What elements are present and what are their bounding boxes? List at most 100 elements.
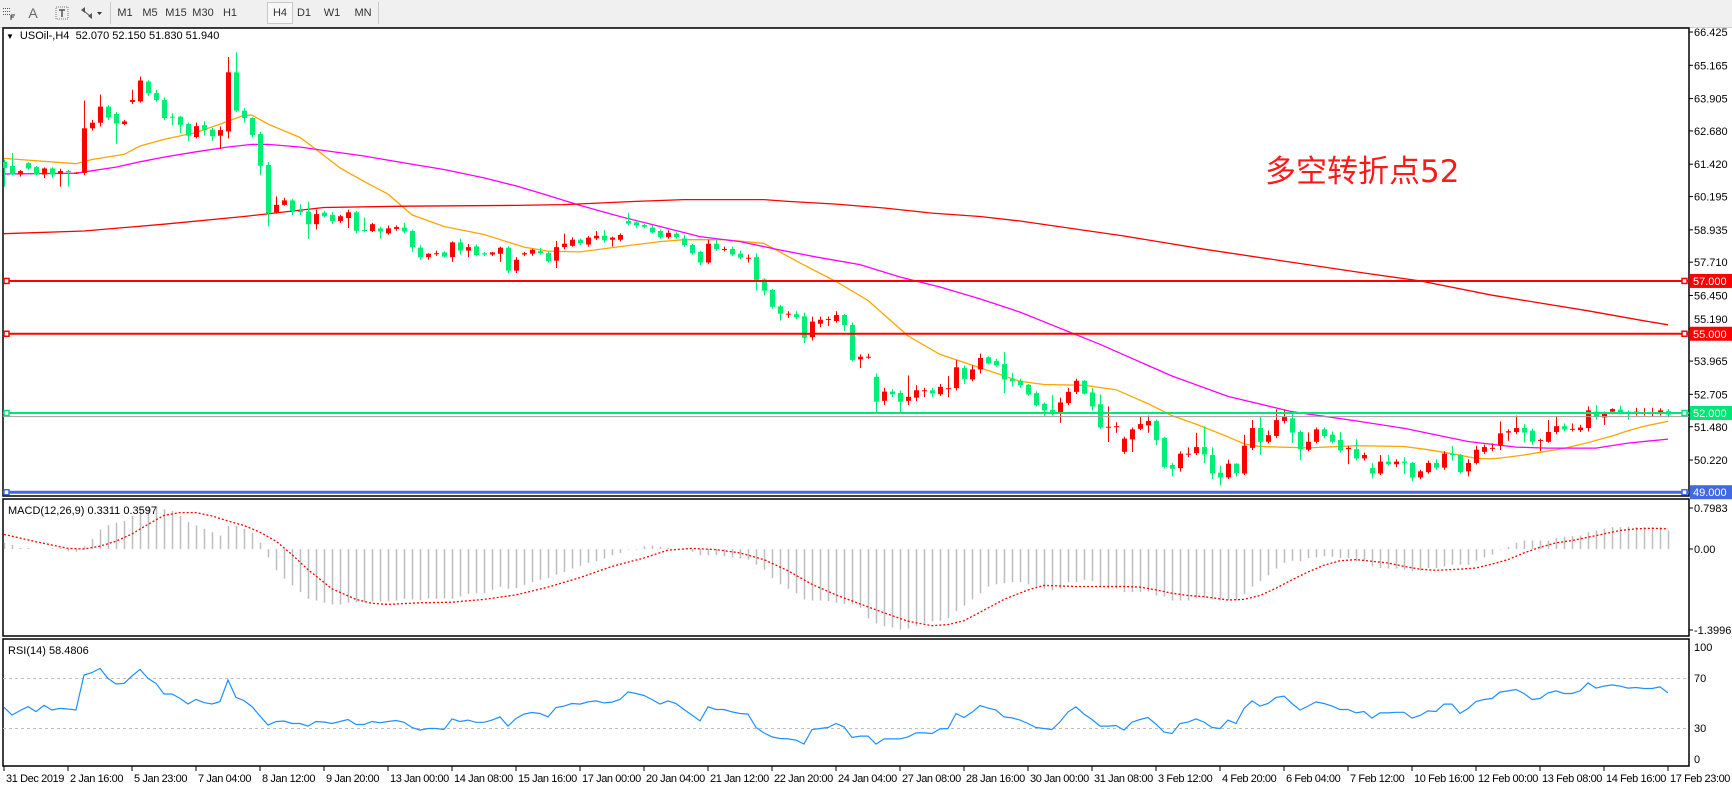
candle-bull xyxy=(1490,447,1495,449)
time-axis-label: 30 Jan 00:00 xyxy=(1030,773,1089,785)
grid-icon[interactable] xyxy=(2,3,16,23)
level-handle-right xyxy=(1681,330,1688,338)
candle-bull xyxy=(810,321,815,338)
candle-bear xyxy=(354,212,359,231)
candle-bull xyxy=(82,128,87,173)
text-label-icon[interactable] xyxy=(53,3,71,23)
candle-bull xyxy=(1122,438,1127,452)
candle-bear xyxy=(930,390,935,394)
candle-bull xyxy=(978,358,983,370)
rsi-label: RSI(14) 58.4806 xyxy=(8,645,89,657)
candle-bear xyxy=(546,253,551,262)
candle-bear xyxy=(178,116,183,125)
candle-bear xyxy=(674,233,679,238)
candle-bear xyxy=(250,117,255,135)
timeframe-d1[interactable]: D1 xyxy=(296,7,312,19)
candle-bear xyxy=(762,279,767,291)
level-handle-left xyxy=(3,330,10,338)
candle-bear xyxy=(298,210,303,213)
candle-bull xyxy=(826,318,831,320)
time-axis-label: 6 Feb 04:00 xyxy=(1286,773,1341,785)
level-label: 49.000 xyxy=(1693,487,1727,499)
candle-bear xyxy=(114,114,119,124)
price-axis-label: 52.705 xyxy=(1694,389,1728,401)
candle-bull xyxy=(1474,449,1479,463)
candle-bear xyxy=(1202,447,1207,455)
candle-bull xyxy=(666,232,671,238)
candle-bear xyxy=(738,253,743,258)
timeframe-h1[interactable]: H1 xyxy=(222,7,238,19)
time-axis-label: 13 Jan 00:00 xyxy=(390,773,449,785)
candle-bear xyxy=(506,247,511,271)
rsi-line xyxy=(3,667,1669,745)
candle-bull xyxy=(1114,426,1119,428)
level-label: 55.000 xyxy=(1693,329,1727,341)
timeframe-m5[interactable]: M5 xyxy=(142,7,158,19)
candle-bear xyxy=(1322,429,1327,436)
timeframe-h4[interactable]: H4 xyxy=(267,2,293,24)
candle-bear xyxy=(482,253,487,255)
timeframe-m15[interactable]: M15 xyxy=(165,7,187,19)
candle-bear xyxy=(1562,426,1567,430)
time-axis-label: 21 Jan 12:00 xyxy=(710,773,769,785)
collapse-triangle-icon[interactable]: ▼ xyxy=(6,32,14,41)
candle-bear xyxy=(898,392,903,402)
candle-bull xyxy=(370,224,375,232)
candle-bull xyxy=(1418,471,1423,478)
candle-bear xyxy=(258,134,263,166)
candle-bear xyxy=(362,229,367,232)
symbol-label: USOil-,H4 xyxy=(19,30,70,42)
ma-slow-line xyxy=(3,198,1669,326)
candle-bull xyxy=(970,369,975,380)
time-axis-label: 17 Jan 00:00 xyxy=(582,773,641,785)
grid-icon-glyph xyxy=(3,8,15,20)
timeframe-w1[interactable]: W1 xyxy=(323,7,341,19)
candle-bull xyxy=(946,388,951,390)
candle-bull xyxy=(746,257,751,259)
candle-bear xyxy=(442,252,447,257)
text-a-icon[interactable]: A xyxy=(28,5,38,21)
level-label-box xyxy=(1690,485,1732,500)
candle-bear xyxy=(538,251,543,254)
timeframe-m1[interactable]: M1 xyxy=(117,7,133,19)
chart-header: ▼ USOil-,H4 52.070 52.150 51.830 51.940 xyxy=(6,30,219,42)
time-axis-label: 7 Feb 12:00 xyxy=(1350,773,1405,785)
candle-bear xyxy=(1002,364,1007,380)
candle-bull xyxy=(1570,428,1575,430)
chart-annotation-text[interactable]: 多空转折点52 xyxy=(1265,154,1460,190)
candle-bull xyxy=(338,216,343,221)
candle-bear xyxy=(458,242,463,251)
candle-bear xyxy=(378,228,383,232)
candle-bull xyxy=(1362,454,1367,459)
candle-bear xyxy=(1594,411,1599,417)
candle-bull xyxy=(1274,420,1279,436)
candle-bear xyxy=(170,116,175,118)
rsi-axis-label: 0 xyxy=(1694,754,1700,766)
timeframe-mn[interactable]: MN xyxy=(354,7,372,19)
macd-label: MACD(12,26,9) 0.3311 0.3597 xyxy=(8,505,157,517)
candle-bull xyxy=(130,100,135,102)
time-axis-label: 3 Feb 12:00 xyxy=(1158,773,1213,785)
time-axis-label: 5 Jan 23:00 xyxy=(134,773,187,785)
candle-bull xyxy=(394,227,399,229)
candle-bear xyxy=(850,325,855,360)
candle-bear xyxy=(650,227,655,233)
candle-bear xyxy=(730,248,735,255)
candle-bull xyxy=(706,243,711,263)
macd-axis-label: 0.00 xyxy=(1694,544,1715,556)
candle-bull xyxy=(1442,453,1447,468)
candle-bull xyxy=(594,235,599,239)
candle-bull xyxy=(1186,453,1191,455)
level-handle-right xyxy=(1681,409,1688,417)
level-handle-left xyxy=(3,277,10,285)
candle-bull xyxy=(1282,416,1287,421)
candle-bear xyxy=(290,200,295,211)
candle-bear xyxy=(1386,461,1391,465)
price-axis-label: 66.425 xyxy=(1694,27,1728,39)
toolbar-separator xyxy=(110,2,111,24)
candle-bear xyxy=(418,247,423,258)
candle-bull xyxy=(42,168,47,175)
shapes-icon[interactable] xyxy=(78,3,104,23)
timeframe-m30[interactable]: M30 xyxy=(192,7,214,19)
